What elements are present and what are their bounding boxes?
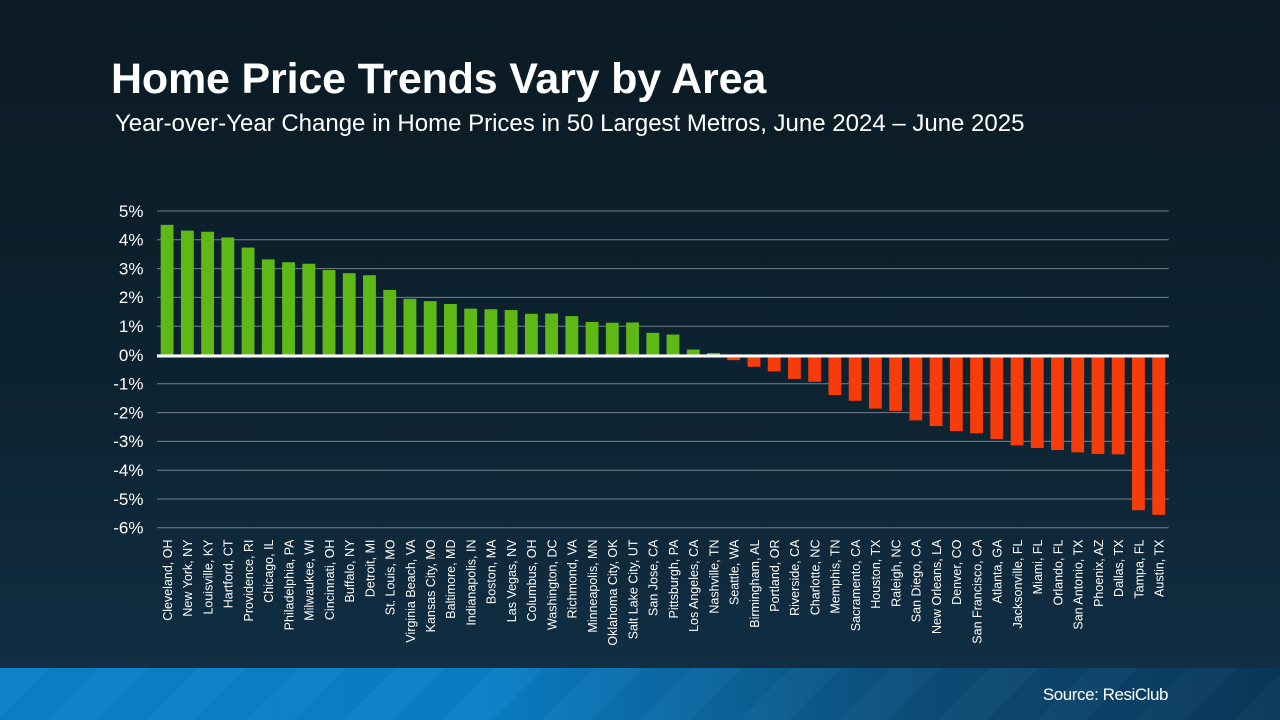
svg-text:Virginia Beach, VA: Virginia Beach, VA [404,539,418,643]
svg-text:5%: 5% [119,202,144,221]
svg-text:2%: 2% [119,288,144,307]
svg-text:Baltimore, MD: Baltimore, MD [444,540,458,619]
svg-text:Orlando, FL: Orlando, FL [1051,539,1065,605]
svg-text:New Orleans, LA: New Orleans, LA [930,539,944,634]
svg-text:Charlotte, NC: Charlotte, NC [808,540,822,616]
svg-text:-3%: -3% [113,432,143,451]
svg-text:Salt Lake City, UT: Salt Lake City, UT [626,539,640,639]
svg-text:Philadelphia, PA: Philadelphia, PA [282,539,296,630]
svg-text:Portland, OR: Portland, OR [768,540,782,612]
svg-text:Atlanta, GA: Atlanta, GA [991,539,1005,604]
svg-text:Memphis, TN: Memphis, TN [829,540,843,614]
svg-text:San Jose, CA: San Jose, CA [647,539,661,616]
svg-text:Denver, CO: Denver, CO [950,539,964,605]
svg-text:St. Louis, MO: St. Louis, MO [384,539,398,615]
svg-text:Oklahoma City, OK: Oklahoma City, OK [606,539,620,646]
svg-text:Richmond, VA: Richmond, VA [566,539,580,619]
svg-text:San Francisco, CA: San Francisco, CA [970,539,984,644]
svg-text:Providence, RI: Providence, RI [242,540,256,622]
svg-text:Miami, FL: Miami, FL [1031,539,1045,594]
svg-text:Chicago, IL: Chicago, IL [262,539,276,602]
svg-text:Jacksonville, FL: Jacksonville, FL [1011,539,1025,628]
svg-text:Houston, TX: Houston, TX [869,539,883,609]
svg-text:3%: 3% [119,259,144,278]
svg-text:Sacramento, CA: Sacramento, CA [849,539,863,631]
svg-text:Raleigh, NC: Raleigh, NC [889,540,903,607]
svg-text:-6%: -6% [113,519,143,538]
svg-text:Austin, TX: Austin, TX [1152,539,1166,597]
svg-text:Birmingham, AL: Birmingham, AL [748,539,762,627]
svg-text:Las Vegas, NV: Las Vegas, NV [505,539,519,622]
svg-text:Seattle, WA: Seattle, WA [728,539,742,605]
svg-text:-5%: -5% [113,490,143,509]
svg-text:Los Angeles, CA: Los Angeles, CA [687,539,701,632]
svg-text:1%: 1% [119,317,144,336]
svg-text:Minneapolis, MN: Minneapolis, MN [586,540,600,633]
svg-text:Phoenix, AZ: Phoenix, AZ [1092,539,1106,607]
svg-text:Buffalo, NY: Buffalo, NY [343,539,357,603]
svg-text:Boston, MA: Boston, MA [485,539,499,604]
svg-text:Hartford, CT: Hartford, CT [222,539,236,608]
svg-text:-4%: -4% [113,461,143,480]
svg-text:Detroit, MI: Detroit, MI [363,540,377,598]
svg-text:Louisville, KY: Louisville, KY [201,539,215,615]
svg-text:Tampa, FL: Tampa, FL [1132,539,1146,598]
svg-text:4%: 4% [119,231,144,250]
svg-text:San Diego, CA: San Diego, CA [910,539,924,622]
svg-text:Pittsburgh, PA: Pittsburgh, PA [667,539,681,619]
svg-text:Dallas, TX: Dallas, TX [1112,539,1126,597]
svg-text:Riverside, CA: Riverside, CA [788,539,802,616]
svg-text:San Antonio, TX: San Antonio, TX [1072,539,1086,630]
svg-text:0%: 0% [119,346,144,365]
svg-text:Washington, DC: Washington, DC [545,540,559,631]
svg-text:Nashville, TN: Nashville, TN [707,540,721,614]
svg-text:-2%: -2% [113,403,143,422]
svg-text:New York, NY: New York, NY [181,539,195,617]
svg-text:-1%: -1% [113,375,143,394]
svg-text:Cleveland, OH: Cleveland, OH [161,540,175,621]
svg-text:Cincinnati, OH: Cincinnati, OH [323,540,337,621]
svg-text:Indianapolis, IN: Indianapolis, IN [464,540,478,626]
svg-text:Kansas City, MO: Kansas City, MO [424,539,438,632]
svg-text:Columbus, OH: Columbus, OH [525,540,539,622]
svg-text:Milwaukee, WI: Milwaukee, WI [303,540,317,621]
